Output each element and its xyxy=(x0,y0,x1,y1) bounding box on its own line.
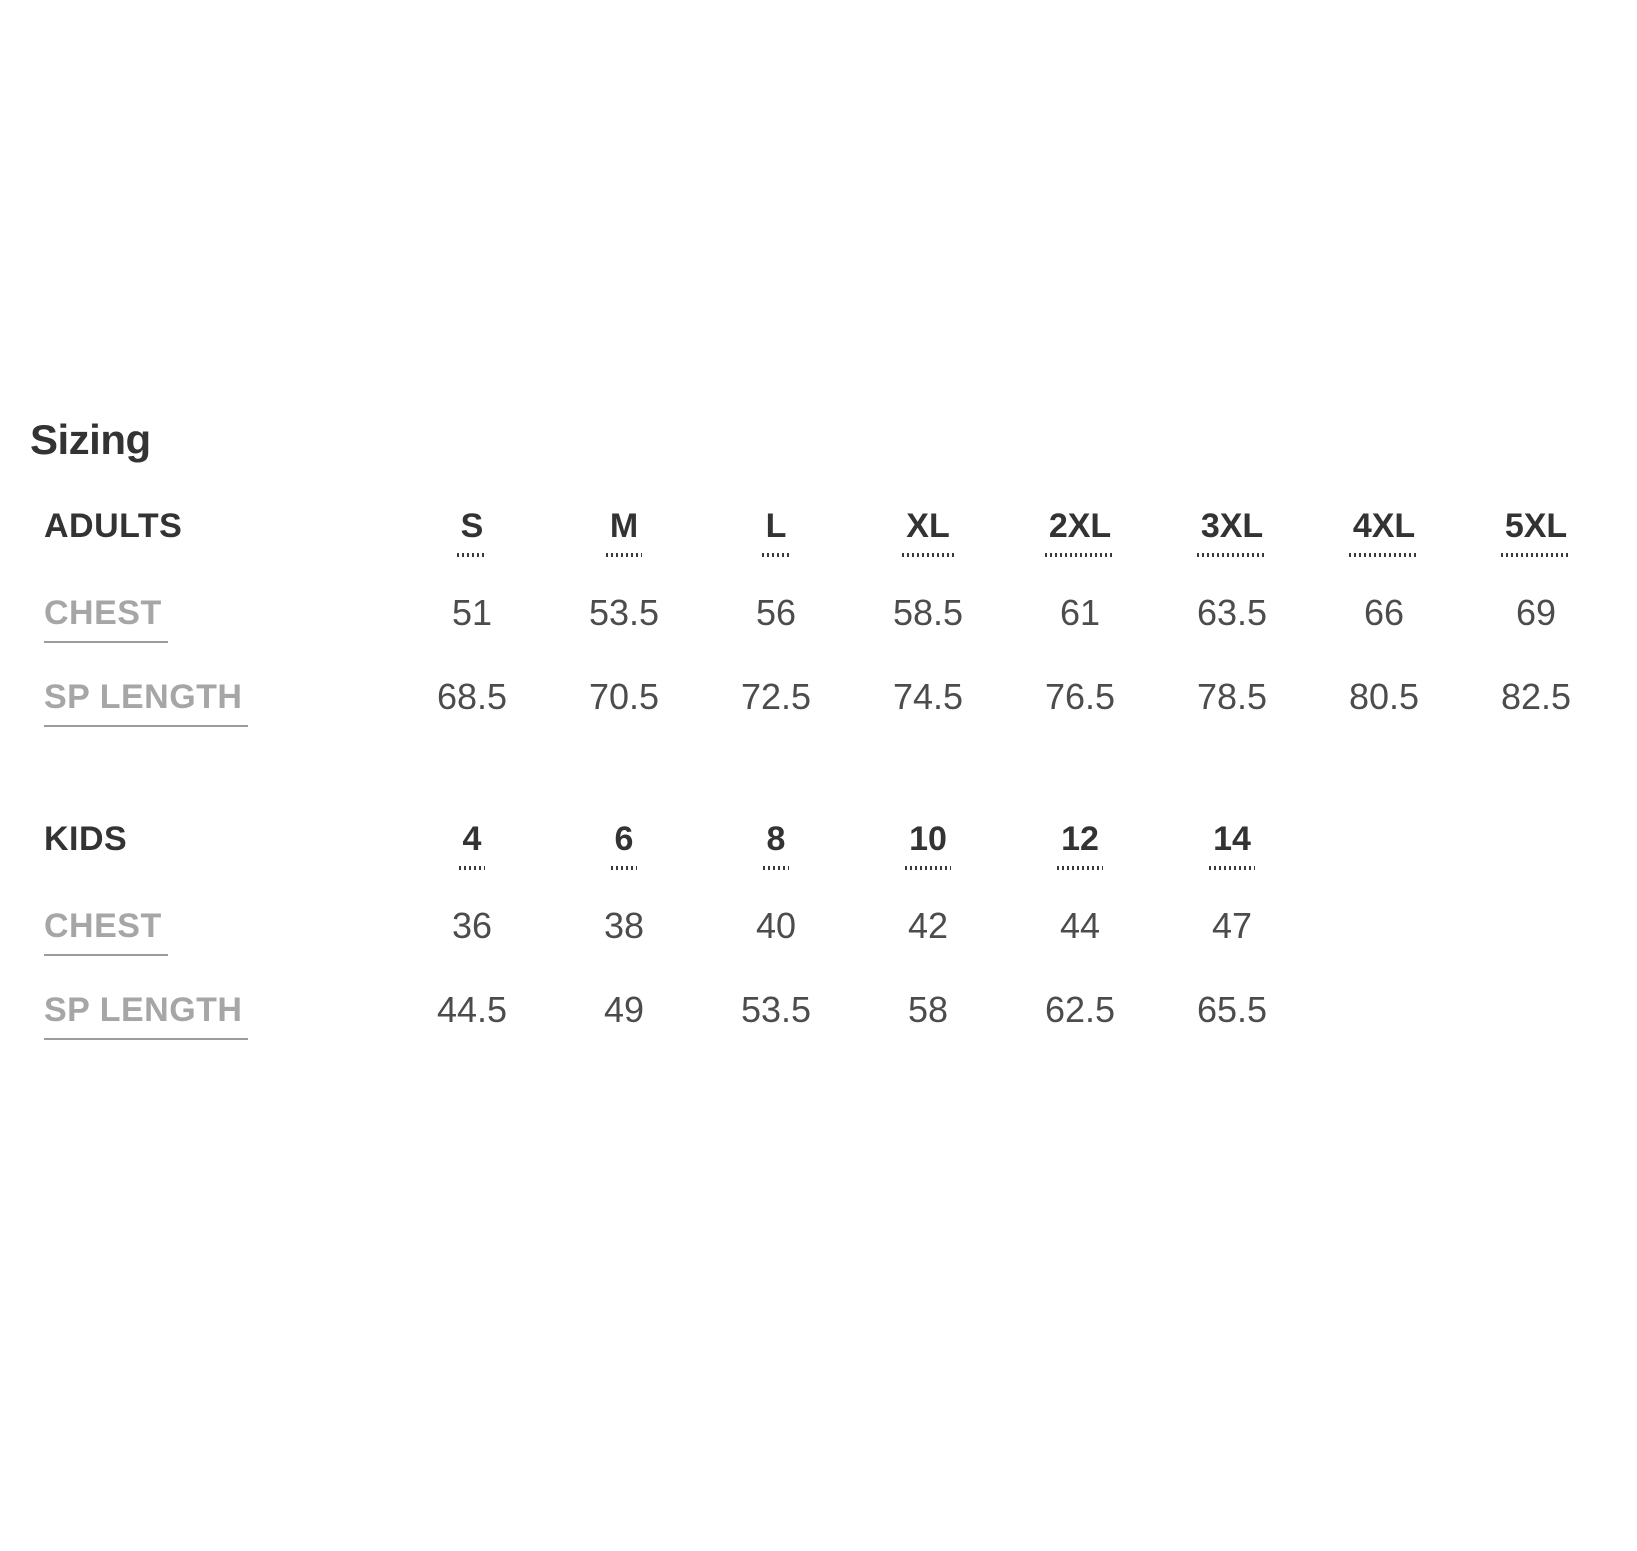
measurement-value: 49 xyxy=(603,989,645,1030)
size-label: M xyxy=(609,507,639,545)
measurement-value: 72.5 xyxy=(740,676,812,717)
size-label: 6 xyxy=(614,820,634,858)
size-label: 3XL xyxy=(1200,507,1264,545)
measurement-value: 47 xyxy=(1211,905,1253,946)
size-label: 14 xyxy=(1213,820,1251,858)
measurement-value: 53.5 xyxy=(588,592,660,633)
sizing-table: ADULTS S M L XL xyxy=(28,506,1618,1040)
size-col-5xl: 5XL xyxy=(1460,506,1612,557)
measurement-value: 78.5 xyxy=(1196,676,1268,717)
measurement-value: 68.5 xyxy=(436,676,508,717)
row-label-cell: CHEST xyxy=(28,906,396,956)
size-col-m: M xyxy=(548,506,700,557)
dotted-underline xyxy=(1196,553,1268,557)
kids-sp-length-row: SP LENGTH 44.5 49 53.5 58 62.5 65.5 xyxy=(28,990,1618,1040)
dotted-underline xyxy=(1044,553,1116,557)
measurement-value: 56 xyxy=(755,592,797,633)
measurement-value: 62.5 xyxy=(1044,989,1116,1030)
size-label: 4 xyxy=(462,820,482,858)
measurement-value: 51 xyxy=(451,592,493,633)
dotted-underline xyxy=(1348,553,1420,557)
chest-row-label: CHEST xyxy=(44,593,168,643)
measurement-value: 58.5 xyxy=(892,592,964,633)
measurement-value: 61 xyxy=(1059,592,1101,633)
size-col-4: 4 xyxy=(396,819,548,870)
adults-chest-row: CHEST 51 53.5 56 58.5 61 63.5 66 69 xyxy=(28,593,1618,643)
size-col-12: 12 xyxy=(1004,819,1156,870)
dotted-underline xyxy=(610,866,638,870)
adults-sp-length-row: SP LENGTH 68.5 70.5 72.5 74.5 76.5 78.5 … xyxy=(28,677,1618,727)
size-label: 2XL xyxy=(1048,507,1112,545)
size-col-s: S xyxy=(396,506,548,557)
measurement-value: 76.5 xyxy=(1044,676,1116,717)
measurement-value: 66 xyxy=(1363,592,1405,633)
size-label: 5XL xyxy=(1504,507,1568,545)
size-col-2xl: 2XL xyxy=(1004,506,1156,557)
measurement-value: 65.5 xyxy=(1196,989,1268,1030)
page-title: Sizing xyxy=(30,416,151,463)
dotted-underline xyxy=(605,553,643,557)
size-label: 10 xyxy=(909,820,947,858)
measurement-value: 70.5 xyxy=(588,676,660,717)
measurement-value: 82.5 xyxy=(1500,676,1572,717)
row-label-cell: SP LENGTH xyxy=(28,990,396,1040)
dotted-underline xyxy=(762,866,790,870)
kids-header-row: KIDS 4 6 8 10 xyxy=(28,819,1618,870)
measurement-value: 42 xyxy=(907,905,949,946)
dotted-underline xyxy=(902,553,954,557)
size-col-l: L xyxy=(700,506,852,557)
size-col-4xl: 4XL xyxy=(1308,506,1460,557)
dotted-underline xyxy=(456,553,488,557)
dotted-underline xyxy=(1500,553,1572,557)
dotted-underline xyxy=(1057,866,1103,870)
row-label-cell: CHEST xyxy=(28,593,396,643)
kids-group-label-cell: KIDS xyxy=(28,819,396,859)
adults-header-row: ADULTS S M L XL xyxy=(28,506,1618,557)
sp-length-row-label: SP LENGTH xyxy=(44,677,249,727)
measurement-value: 69 xyxy=(1515,592,1557,633)
measurement-value: 74.5 xyxy=(892,676,964,717)
measurement-value: 38 xyxy=(603,905,645,946)
size-col-6: 6 xyxy=(548,819,700,870)
kids-group-label: KIDS xyxy=(44,820,128,858)
row-label-cell: SP LENGTH xyxy=(28,677,396,727)
size-col-3xl: 3XL xyxy=(1156,506,1308,557)
size-col-8: 8 xyxy=(700,819,852,870)
measurement-value: 63.5 xyxy=(1196,592,1268,633)
measurement-value: 44 xyxy=(1059,905,1101,946)
sizing-section: Sizing ADULTS S M L xyxy=(28,418,1618,1074)
size-label: 4XL xyxy=(1352,507,1416,545)
sp-length-row-label: SP LENGTH xyxy=(44,990,249,1040)
adults-group-label-cell: ADULTS xyxy=(28,506,396,546)
measurement-value: 44.5 xyxy=(436,989,508,1030)
size-col-14: 14 xyxy=(1156,819,1308,870)
size-col-xl: XL xyxy=(852,506,1004,557)
adults-group-label: ADULTS xyxy=(44,507,183,545)
measurement-value: 36 xyxy=(451,905,493,946)
size-label: XL xyxy=(906,507,950,545)
dotted-underline xyxy=(458,866,486,870)
kids-chest-row: CHEST 36 38 40 42 44 47 xyxy=(28,906,1618,956)
size-col-10: 10 xyxy=(852,819,1004,870)
chest-row-label: CHEST xyxy=(44,906,168,956)
dotted-underline xyxy=(905,866,951,870)
size-label: S xyxy=(460,507,484,545)
measurement-value: 40 xyxy=(755,905,797,946)
size-label: 8 xyxy=(766,820,786,858)
dotted-underline xyxy=(761,553,791,557)
measurement-value: 80.5 xyxy=(1348,676,1420,717)
size-label: L xyxy=(765,507,787,545)
dotted-underline xyxy=(1209,866,1255,870)
measurement-value: 58 xyxy=(907,989,949,1030)
measurement-value: 53.5 xyxy=(740,989,812,1030)
size-label: 12 xyxy=(1061,820,1099,858)
